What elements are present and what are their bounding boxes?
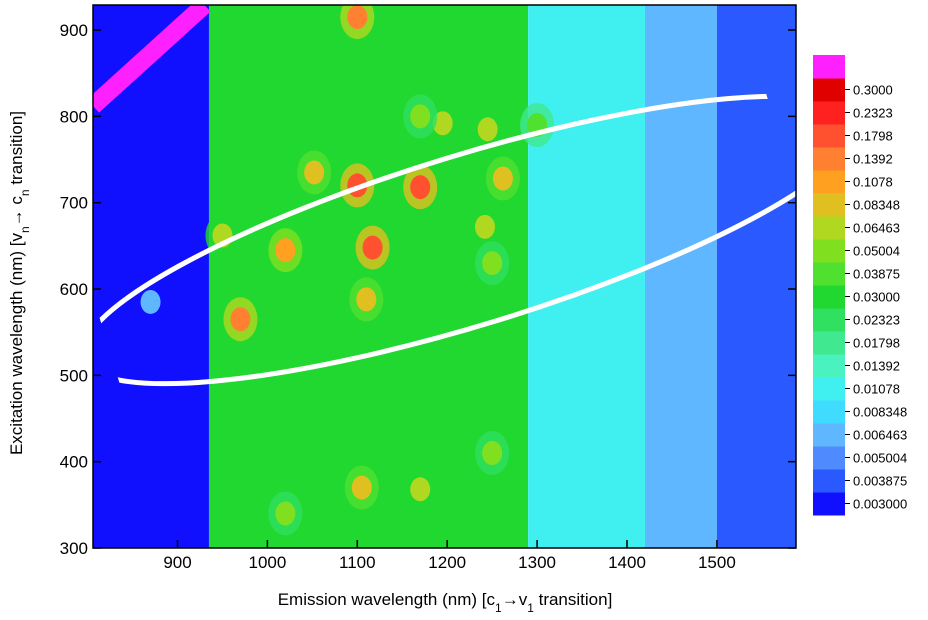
label-part: Emission wavelength (nm) [c xyxy=(278,590,496,609)
y-tick-label: 500 xyxy=(60,366,88,385)
chart: 900 1000 1100 1200 1300 1400 1500 300 400 500 600 7… xyxy=(0,0,928,615)
colorbar-label: 0.3000 xyxy=(853,83,893,98)
background-band xyxy=(645,5,717,548)
colorbar-swatch xyxy=(813,262,845,286)
colorbar-label: 0.005004 xyxy=(853,451,907,466)
colorbar-label: 0.01392 xyxy=(853,359,900,374)
y-tick-label: 800 xyxy=(60,107,88,126)
peak xyxy=(475,215,495,239)
x-tick-label: 1000 xyxy=(248,553,286,572)
peak xyxy=(410,104,430,128)
x-tick-label: 1400 xyxy=(608,553,646,572)
peak xyxy=(304,160,324,184)
colorbar-swatch xyxy=(813,446,845,470)
x-tick-label: 1500 xyxy=(698,553,736,572)
peak xyxy=(275,501,295,525)
peak xyxy=(482,251,502,275)
colorbar-label: 0.003000 xyxy=(853,497,907,512)
colorbar-label: 0.008348 xyxy=(853,405,907,420)
peak xyxy=(478,117,498,141)
colorbar-swatch xyxy=(813,193,845,217)
colorbar-swatch xyxy=(813,124,845,148)
colorbar-swatch xyxy=(813,55,845,79)
colorbar-swatch xyxy=(813,308,845,332)
colorbar-swatch xyxy=(813,239,845,263)
colorbar-swatch xyxy=(813,216,845,240)
colorbar-label: 0.02323 xyxy=(853,313,900,328)
colorbar-swatch xyxy=(813,101,845,125)
colorbar-swatch xyxy=(813,331,845,355)
colorbar: 0.003000 0.003875 0.005004 0.006463 0.008348… xyxy=(813,55,907,516)
y-tick-label: 300 xyxy=(60,539,88,558)
colorbar-swatch xyxy=(813,285,845,309)
y-tick-label: 700 xyxy=(60,194,88,213)
y-tick-label: 600 xyxy=(60,280,88,299)
colorbar-swatch xyxy=(813,377,845,401)
colorbar-label: 0.003875 xyxy=(853,474,907,489)
colorbar-swatch xyxy=(813,170,845,194)
label-part: transition] xyxy=(534,590,612,609)
peak xyxy=(352,476,372,500)
plot-area xyxy=(93,0,796,548)
colorbar-label: 0.03875 xyxy=(853,267,900,282)
label-part: transition] xyxy=(7,111,26,189)
colorbar-label: 0.006463 xyxy=(853,428,907,443)
peak xyxy=(482,441,502,465)
background-band xyxy=(717,5,796,548)
peak xyxy=(230,307,250,331)
colorbar-label: 0.2323 xyxy=(853,106,893,121)
colorbar-label: 0.06463 xyxy=(853,221,900,236)
colorbar-label: 0.1798 xyxy=(853,129,893,144)
peak xyxy=(410,477,430,501)
colorbar-swatch xyxy=(813,492,845,516)
colorbar-swatch xyxy=(813,354,845,378)
x-tick-label: 1300 xyxy=(518,553,556,572)
label-part: → c xyxy=(7,196,26,227)
colorbar-label: 0.05004 xyxy=(853,244,900,259)
colorbar-swatch xyxy=(813,78,845,102)
colorbar-label: 0.01798 xyxy=(853,336,900,351)
peak xyxy=(141,290,161,314)
colorbar-label: 0.1392 xyxy=(853,152,893,167)
peak xyxy=(347,5,367,29)
colorbar-label: 0.08348 xyxy=(853,198,900,213)
x-axis-label: Emission wavelength (nm) [c1→v1 transiti… xyxy=(278,590,613,615)
peak xyxy=(410,175,430,199)
colorbar-swatch xyxy=(813,400,845,424)
y-tick-label: 900 xyxy=(60,21,88,40)
x-tick-label: 900 xyxy=(163,553,191,572)
colorbar-swatch xyxy=(813,469,845,493)
label-part: n xyxy=(18,226,32,233)
colorbar-label: 0.01078 xyxy=(853,382,900,397)
label-part: →v xyxy=(502,590,528,609)
colorbar-label: 0.1078 xyxy=(853,175,893,190)
label-part: Excitation wavelength (nm) [v xyxy=(7,233,26,456)
peak xyxy=(275,238,295,262)
x-tick-label: 1100 xyxy=(339,553,376,572)
peak xyxy=(356,287,376,311)
colorbar-swatch xyxy=(813,423,845,447)
peak xyxy=(363,236,383,260)
colorbar-swatch xyxy=(813,147,845,171)
y-tick-label: 400 xyxy=(60,453,88,472)
peak xyxy=(493,167,513,191)
label-part: n xyxy=(18,189,32,196)
x-tick-label: 1200 xyxy=(428,553,466,572)
colorbar-label: 0.03000 xyxy=(853,290,900,305)
y-axis-label: Excitation wavelength (nm) [vn→ cn trans… xyxy=(7,111,32,455)
